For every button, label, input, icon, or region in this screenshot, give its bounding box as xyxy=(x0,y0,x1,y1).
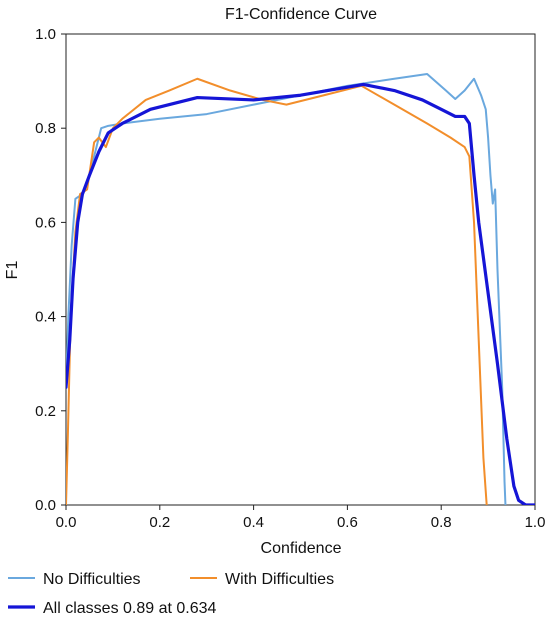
y-tick-label: 1.0 xyxy=(35,26,56,43)
x-tick-label: 1.0 xyxy=(525,514,546,531)
legend-label: No Difficulties xyxy=(43,571,141,588)
x-tick-label: 0.0 xyxy=(56,514,77,531)
plot-area xyxy=(65,33,536,506)
x-tick-label: 0.6 xyxy=(337,514,358,531)
y-tick-label: 0.2 xyxy=(35,403,56,420)
y-tick-label: 0.0 xyxy=(35,497,56,514)
x-axis: 0.0 0.2 0.4 0.6 0.8 1.0 xyxy=(56,505,546,531)
chart-title: F1-Confidence Curve xyxy=(225,6,377,23)
y-axis-label: F1 xyxy=(4,261,21,280)
x-tick-label: 0.4 xyxy=(243,514,264,531)
x-axis-label: Confidence xyxy=(261,540,342,557)
x-tick-label: 0.8 xyxy=(431,514,452,531)
chart-legend: No Difficulties With Difficulties All clas… xyxy=(8,571,334,617)
legend-label: All classes 0.89 at 0.634 xyxy=(43,600,217,617)
plot-frame xyxy=(65,33,536,506)
x-tick-label: 0.2 xyxy=(149,514,170,531)
legend-label: With Difficulties xyxy=(225,571,334,588)
y-tick-label: 0.4 xyxy=(35,309,56,326)
y-tick-label: 0.6 xyxy=(35,214,56,231)
y-axis: 0.0 0.2 0.4 0.6 0.8 1.0 xyxy=(35,26,66,514)
y-tick-label: 0.8 xyxy=(35,120,56,137)
series-line-2 xyxy=(66,77,488,505)
series-line-3 xyxy=(66,82,535,505)
series-line-1 xyxy=(66,73,507,505)
